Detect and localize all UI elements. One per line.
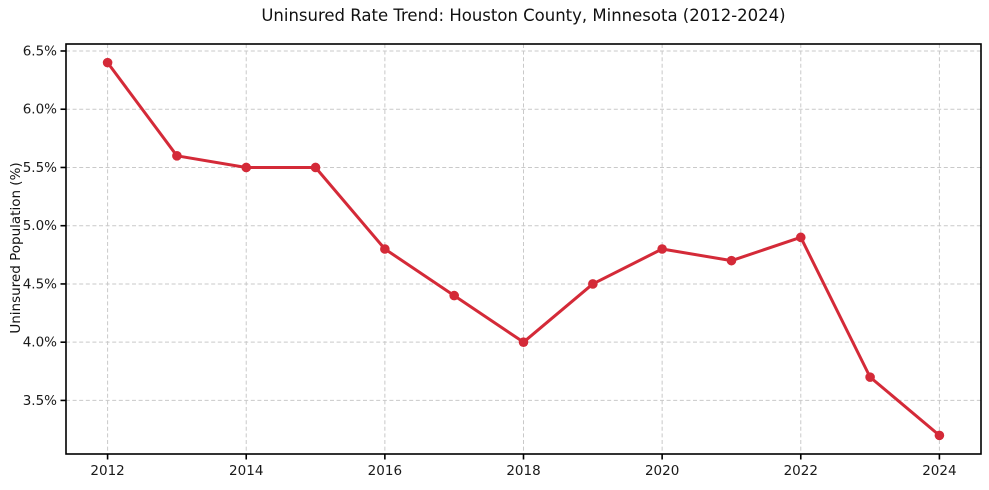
y-tick-label: 4.0% [23,335,57,351]
data-point [518,337,529,347]
y-tick-label: 3.5% [23,393,57,409]
y-tick-label: 6.5% [23,43,57,59]
y-tick-label: 5.0% [23,218,57,234]
y-tick-label: 5.5% [23,160,57,176]
y-tick-label: 4.5% [23,276,57,292]
x-tick-label: 2012 [90,463,124,479]
data-point [241,162,252,173]
data-point [795,232,806,243]
x-tick-label: 2014 [229,463,263,479]
data-point [310,162,321,173]
x-tick-label: 2024 [922,463,956,479]
data-point [934,430,945,441]
y-tick-label: 6.0% [23,102,57,118]
data-point [102,57,113,68]
data-point [172,151,182,161]
x-tick-label: 2020 [645,463,679,479]
chart-title: Uninsured Rate Trend: Houston County, Mi… [261,6,786,25]
data-point [657,244,667,254]
data-point [726,255,737,266]
x-tick-label: 2016 [368,463,402,479]
data-point [865,372,875,382]
data-point [449,290,459,301]
y-axis-label: Uninsured Population (%) [8,162,24,334]
data-point [588,279,598,289]
x-tick-label: 2022 [784,463,818,479]
data-point [380,244,390,254]
x-tick-label: 2018 [506,463,540,479]
